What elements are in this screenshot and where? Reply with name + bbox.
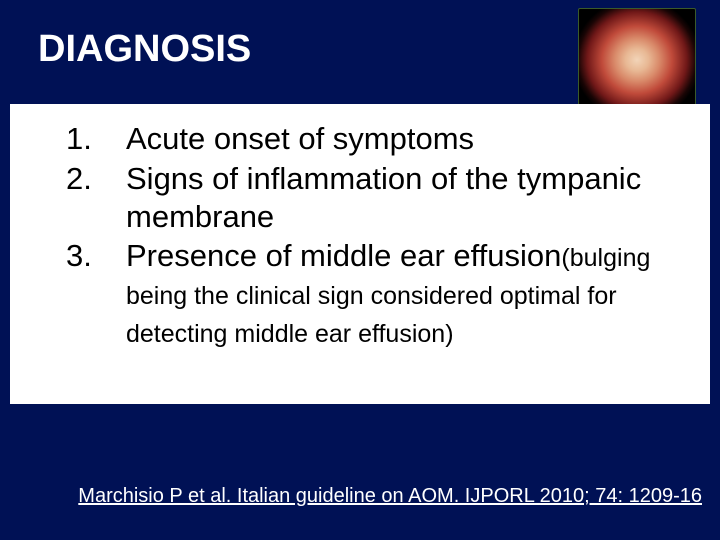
list-item-text: Signs of inflammation of the tympanic me…: [126, 161, 641, 234]
list-item-text: Acute onset of symptoms: [126, 121, 474, 156]
list-item: Signs of inflammation of the tympanic me…: [20, 160, 700, 236]
diagnosis-criteria-list: Acute onset of symptoms Signs of inflamm…: [20, 120, 700, 351]
slide-title: DIAGNOSIS: [38, 28, 251, 71]
citation-text: Marchisio P et al. Italian guideline on …: [0, 485, 702, 508]
list-item: Presence of middle ear effusion(bulging …: [20, 237, 700, 350]
otoscope-tympanic-membrane-image: [578, 8, 696, 116]
list-item-text: Presence of middle ear effusion: [126, 238, 561, 273]
list-item: Acute onset of symptoms: [20, 120, 700, 158]
diagnosis-content-panel: Acute onset of symptoms Signs of inflamm…: [10, 104, 710, 404]
